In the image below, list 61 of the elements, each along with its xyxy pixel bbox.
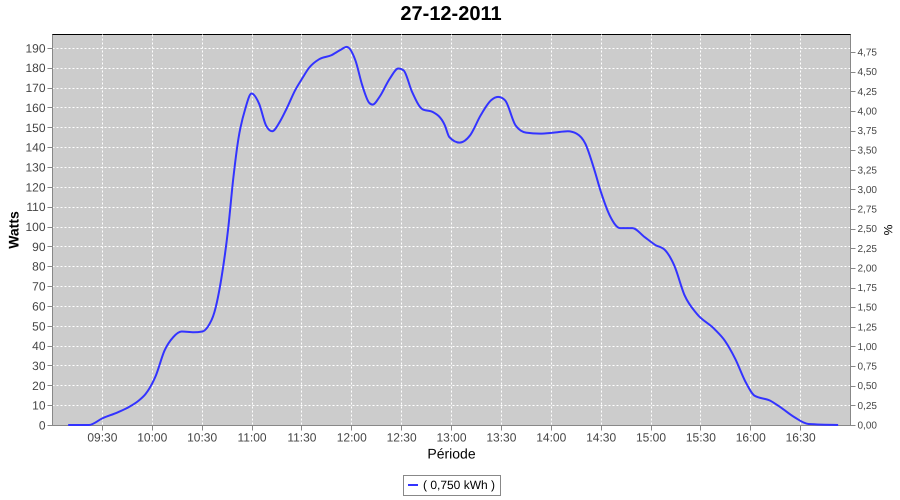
y-tick-label: 100 bbox=[25, 220, 46, 234]
y2-tick-label: 3,50 bbox=[858, 146, 878, 157]
x-tick-label: 11:00 bbox=[237, 430, 267, 444]
x-tick-label: 14:30 bbox=[586, 430, 616, 444]
y-tick-label: 190 bbox=[25, 41, 46, 56]
x-tick-label: 16:30 bbox=[786, 430, 816, 444]
y2-tick-label: 1,75 bbox=[858, 283, 878, 294]
y2-tick-label: 1,50 bbox=[858, 302, 878, 314]
y2-tick-label: 4,75 bbox=[858, 48, 878, 59]
line-series bbox=[67, 46, 840, 426]
y-tick-label: 120 bbox=[25, 180, 46, 194]
y2-tick-label: 1,00 bbox=[858, 342, 878, 353]
y-tick-label: 160 bbox=[25, 100, 46, 115]
y-tick-label: 50 bbox=[32, 319, 46, 334]
y-tick-label: 150 bbox=[25, 120, 46, 135]
x-tick-label: 12:30 bbox=[386, 430, 417, 444]
y2-tick-label: 1,25 bbox=[858, 322, 878, 334]
y2-tick-label: 2,00 bbox=[858, 263, 878, 274]
y-tick-label: 80 bbox=[32, 260, 46, 274]
y-tick-label: 140 bbox=[25, 140, 46, 155]
y-tick-label: 30 bbox=[32, 358, 46, 373]
x-tick-label: 10:00 bbox=[137, 430, 168, 444]
legend-label: ( 0,750 kWh ) bbox=[423, 478, 496, 492]
x-tick-label: 13:00 bbox=[436, 430, 467, 444]
y-tick-label: 70 bbox=[32, 280, 46, 294]
y2-tick-label: 4,25 bbox=[858, 86, 878, 98]
y-tick-label: 60 bbox=[32, 299, 46, 314]
x-tick-label: 13:30 bbox=[486, 430, 517, 444]
x-tick-label: 12:00 bbox=[336, 430, 368, 444]
y2-tick-label: 3,75 bbox=[858, 126, 878, 138]
y2-tick-label: 3,00 bbox=[858, 184, 878, 196]
y2-tick-label: 2,50 bbox=[858, 224, 878, 236]
y-tick-label: 90 bbox=[32, 240, 46, 254]
x-tick-label: 14:00 bbox=[536, 430, 567, 444]
y-tick-label: 40 bbox=[32, 339, 46, 354]
y2-tick-label: 0,75 bbox=[858, 362, 878, 373]
y2-tick-label: 0,50 bbox=[858, 381, 878, 392]
y-tick-label: 110 bbox=[26, 200, 46, 214]
y-axis-title: Watts bbox=[5, 210, 22, 249]
x-tick-label: 16:00 bbox=[736, 430, 766, 444]
y2-tick-label: 4,00 bbox=[858, 106, 878, 118]
x-tick-label: 15:00 bbox=[636, 430, 666, 444]
x-tick-label: 11:30 bbox=[287, 430, 317, 444]
x-tick-label: 09:30 bbox=[87, 430, 118, 444]
y2-axis-title: % bbox=[880, 224, 895, 236]
y-tick-label: 20 bbox=[32, 378, 46, 393]
x-axis-title: Période bbox=[427, 446, 476, 462]
x-tick-label: 15:30 bbox=[686, 430, 716, 444]
y2-tick-label: 0,00 bbox=[858, 420, 878, 432]
y2-tick-label: 3,25 bbox=[858, 165, 878, 176]
chart-title: 27-12-2011 bbox=[400, 3, 502, 25]
y-tick-label: 180 bbox=[25, 61, 46, 76]
y-tick-label: 0 bbox=[38, 418, 46, 432]
y-tick-label: 10 bbox=[32, 398, 46, 413]
y2-tick-label: 0,25 bbox=[858, 400, 878, 412]
y2-tick-label: 2,75 bbox=[858, 204, 878, 216]
y-tick-label: 170 bbox=[25, 81, 46, 96]
y2-tick-label: 4,50 bbox=[858, 67, 878, 78]
y2-tick-label: 2,25 bbox=[858, 244, 878, 255]
y-tick-label: 130 bbox=[25, 160, 46, 174]
x-tick-label: 10:30 bbox=[187, 430, 218, 444]
